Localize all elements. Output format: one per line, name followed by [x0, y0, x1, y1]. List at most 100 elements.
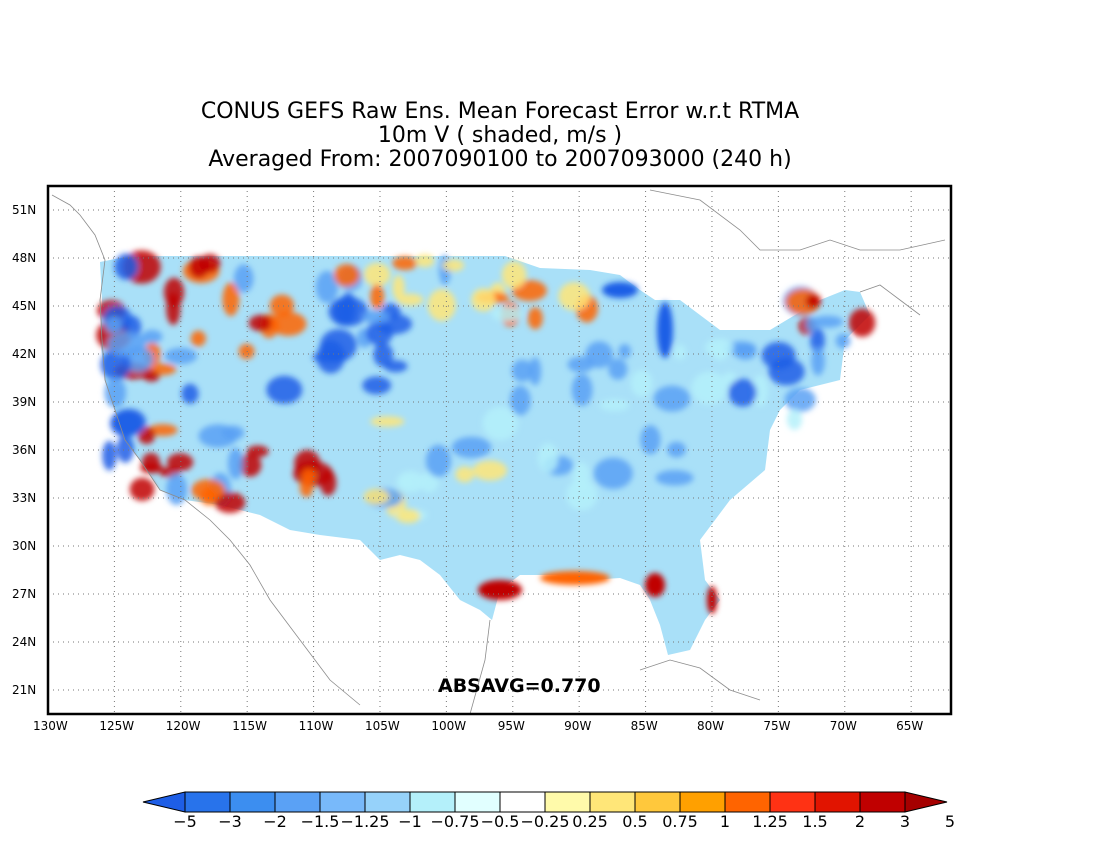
error-blob	[538, 443, 559, 473]
colorbar-tick-label: −0.25	[520, 812, 570, 831]
error-blob	[630, 370, 653, 397]
colorbar-left-arrow	[142, 791, 186, 813]
error-blob	[102, 440, 117, 471]
colorbar-tick-label: 1	[719, 812, 731, 831]
lon-tick-label: 105W	[364, 719, 400, 733]
coastlines	[51, 189, 946, 715]
plot-frame	[46, 184, 953, 716]
colorbar-tick-label: 1.5	[802, 812, 828, 831]
grid-lines	[48, 186, 951, 714]
lon-tick-label: 85W	[630, 719, 658, 733]
title-line-1: CONUS GEFS Raw Ens. Mean Forecast Error …	[200, 99, 800, 124]
error-blob	[362, 376, 392, 395]
colorbar-box	[724, 791, 771, 813]
error-blob	[328, 296, 368, 327]
error-blob	[768, 358, 805, 386]
lat-tick-label: 51N	[12, 203, 37, 217]
error-blob	[810, 327, 825, 353]
error-blob	[105, 316, 122, 334]
colorbar-tick-label: −3	[218, 812, 242, 831]
error-blob	[472, 460, 508, 481]
error-blob	[221, 425, 245, 440]
error-blob	[451, 436, 492, 459]
colorbar-box	[184, 791, 231, 813]
error-blob	[190, 330, 206, 347]
error-blob	[527, 307, 543, 330]
error-blob	[599, 399, 630, 412]
error-blob	[501, 261, 527, 289]
lon-tick-label: 120W	[165, 719, 201, 733]
error-blob	[667, 441, 686, 458]
error-blob	[363, 262, 391, 287]
colorbar-tick-label: −5	[173, 812, 197, 831]
title-line-3: Averaged From: 2007090100 to 2007093000 …	[208, 147, 792, 172]
lat-tick-label: 39N	[12, 395, 37, 409]
error-blob	[705, 338, 734, 357]
error-blob	[148, 424, 178, 437]
error-blob	[370, 284, 385, 310]
colorbar-box	[229, 791, 276, 813]
error-blob	[478, 580, 522, 600]
colorbar-box	[679, 791, 726, 813]
error-blob	[129, 477, 155, 501]
error-blob	[361, 310, 391, 324]
error-blob	[110, 410, 143, 437]
colorbar-tick-label: −1	[398, 812, 422, 831]
error-blob	[397, 476, 414, 488]
error-blob	[608, 358, 628, 380]
colorbar-box	[274, 791, 321, 813]
lat-tick-label: 36N	[12, 443, 37, 457]
lon-tick-label: 70W	[829, 719, 857, 733]
error-blob	[511, 359, 533, 382]
error-blob	[455, 466, 475, 483]
error-blob	[270, 311, 307, 336]
colorbar-box	[769, 791, 816, 813]
error-blob	[707, 586, 717, 614]
error-blob	[811, 346, 825, 376]
colorbar-tick-label: 5	[944, 812, 956, 831]
error-blob	[266, 375, 303, 404]
error-blob	[835, 333, 851, 349]
colorbar-box	[319, 791, 366, 813]
error-blob	[238, 343, 255, 360]
error-field	[96, 250, 876, 655]
error-blob	[618, 344, 631, 359]
error-blob	[238, 453, 262, 477]
error-blob	[540, 571, 610, 585]
error-blob	[248, 314, 274, 332]
error-blob	[558, 282, 591, 311]
error-blob	[316, 340, 345, 374]
error-blob	[655, 470, 694, 486]
error-blob	[319, 469, 337, 496]
lon-tick-label: 115W	[232, 719, 267, 733]
error-blob	[673, 344, 687, 360]
lon-tick-label: 100W	[431, 719, 467, 733]
colorbar-right-arrow	[904, 791, 948, 813]
error-blob	[107, 331, 146, 357]
colorbar-box	[859, 791, 906, 813]
colorbar-tick-label: 0.5	[622, 812, 648, 831]
lon-tick-label: 65W	[896, 719, 924, 733]
error-blobs	[96, 250, 876, 614]
lon-tick-label: 75W	[763, 719, 791, 733]
error-blob	[116, 434, 134, 463]
error-blob	[602, 282, 638, 298]
error-blob	[509, 385, 531, 416]
error-blob	[392, 256, 418, 271]
colorbar-tick-label: 1.25	[752, 812, 788, 831]
error-blob	[269, 294, 294, 317]
lat-tick-label: 48N	[12, 251, 37, 265]
lat-tick-label: 30N	[12, 539, 37, 553]
error-blob	[189, 256, 209, 279]
error-blob	[114, 253, 138, 280]
colorbar-tick-label: −0.5	[480, 812, 520, 831]
error-blob	[571, 373, 593, 406]
colorbar-tick-label: 3	[899, 812, 911, 831]
error-blob	[482, 406, 519, 441]
error-blob	[419, 471, 439, 493]
error-blob	[471, 288, 496, 312]
colorbar-tick-label: −1.5	[300, 812, 340, 831]
error-blob	[722, 372, 737, 386]
colorbar-box	[454, 791, 501, 813]
